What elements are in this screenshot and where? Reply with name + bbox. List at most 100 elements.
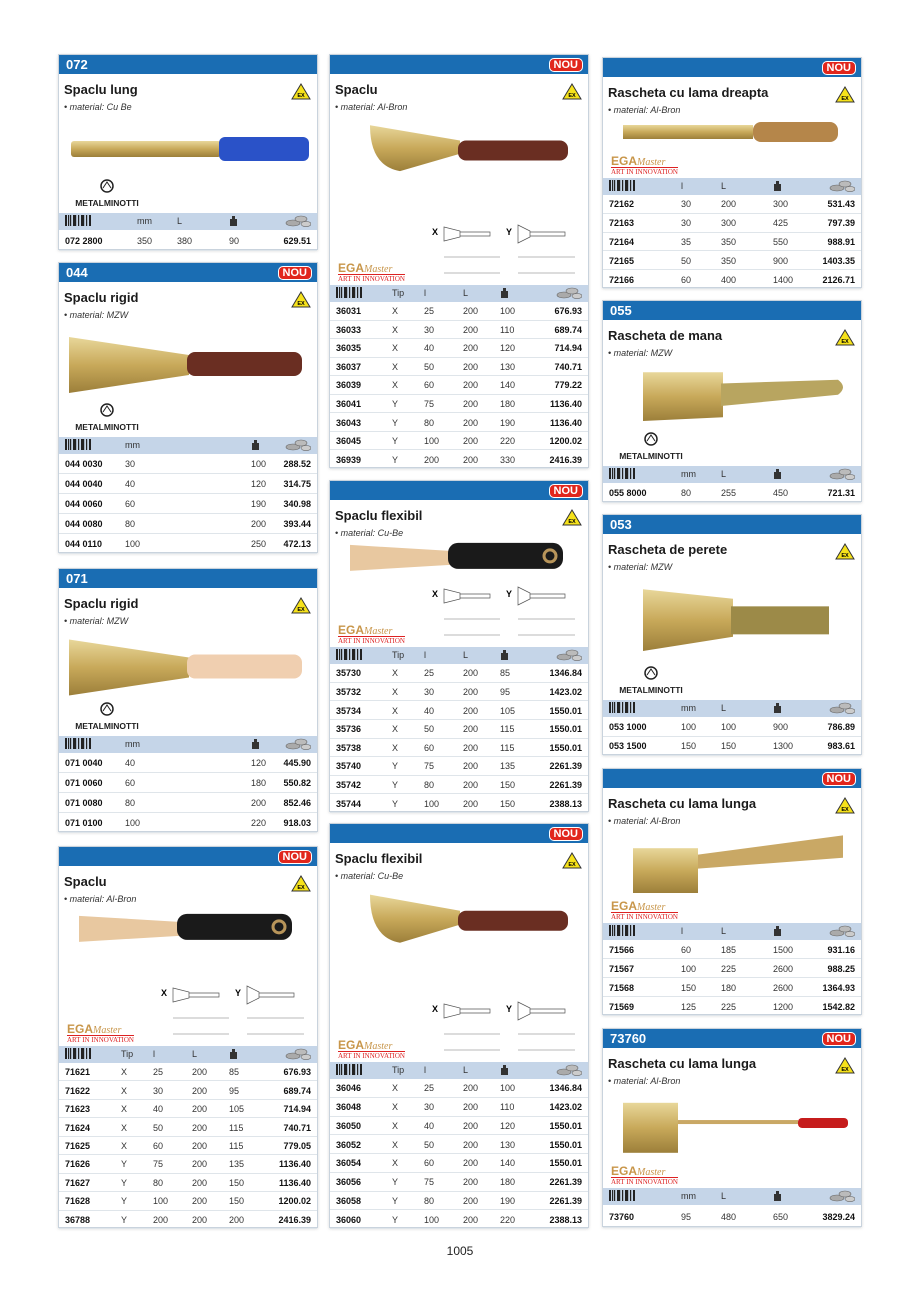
cell-l: 75 [424, 1177, 435, 1188]
table-row: 72166 60 400 1400 2126.71 [603, 270, 861, 289]
cell-l: 100 [424, 798, 440, 809]
cell-mm: 100 [125, 539, 141, 549]
table-row: 36041 Y 75 200 180 1136.40 [330, 395, 588, 414]
ex-warning-icon: EX [291, 597, 311, 614]
cell-l: 50 [681, 255, 692, 266]
new-badge: NOU [821, 772, 856, 786]
cell-L: 200 [463, 306, 479, 317]
article-code: 71622 [65, 1085, 91, 1096]
cell-l: 60 [153, 1140, 164, 1151]
article-code: 36046 [336, 1083, 362, 1094]
article-code: 044 0060 [65, 499, 103, 509]
table-row: 055 8000 80 255 450 721.31 [603, 483, 861, 503]
ega-master-logo: EGAMaster ART IN INNOVATION [338, 1038, 405, 1060]
article-code: 71624 [65, 1122, 91, 1133]
cell-weight: 220 [500, 1214, 516, 1225]
cell-mm: 40 [125, 479, 136, 489]
cell-Tip: X [392, 705, 399, 716]
product-title: Rascheta cu lama lunga [608, 796, 757, 811]
metalminotti-logo: METALMINOTTI [67, 702, 147, 731]
table-row: 053 1500 150 150 1300 983.61 [603, 737, 861, 756]
cell-mm: 80 [125, 798, 136, 808]
cell-l: 40 [424, 343, 435, 354]
price: 740.71 [283, 1122, 311, 1133]
article-code: 71621 [65, 1067, 91, 1078]
cell-l: 50 [424, 1139, 435, 1150]
product-material: • material: Cu-Be [335, 528, 404, 538]
cell-l: 80 [424, 1195, 435, 1206]
product-title: Spaclu [335, 82, 378, 97]
cell-weight: 330 [500, 454, 516, 465]
cell-mm: 60 [125, 778, 136, 788]
cell-weight: 200 [251, 798, 267, 808]
product-image [623, 1102, 848, 1153]
article-code: 72166 [609, 274, 635, 285]
cell-l: 75 [153, 1159, 164, 1170]
coins-icon [285, 439, 312, 451]
cell-Tip: X [392, 1158, 399, 1169]
cell-L: 200 [192, 1140, 208, 1151]
price: 1550.01 [549, 724, 582, 735]
cell-Tip: X [392, 1102, 399, 1113]
cell-Tip: X [121, 1104, 128, 1115]
table-row: 35732 X 30 200 95 1423.02 [330, 683, 588, 702]
cell-weight: 220 [251, 818, 267, 828]
price: 3829.24 [822, 1211, 855, 1222]
product-card: NOU Rascheta cu lama lunga • material: A… [602, 768, 862, 1016]
product-title: Spaclu flexibil [335, 508, 423, 523]
table-row: 35734 X 40 200 105 1550.01 [330, 701, 588, 720]
barcode-icon [609, 702, 635, 713]
cell-L: 200 [463, 417, 479, 428]
table-row: 71625 X 60 200 115 779.05 [59, 1137, 317, 1156]
table-header: mm L [59, 213, 317, 230]
article-code: 36048 [336, 1102, 362, 1113]
cell-weight: 900 [773, 255, 789, 266]
card-header: 071 [59, 569, 317, 588]
product-material: • material: Cu Be [64, 102, 132, 112]
table-row: 36046 X 25 200 100 1346.84 [330, 1079, 588, 1098]
cell-weight: 115 [500, 724, 515, 735]
article-code: 072 2800 [65, 235, 103, 246]
column-header: L [721, 703, 727, 713]
price: 550.82 [283, 778, 311, 788]
cell-weight: 190 [500, 417, 516, 428]
table-row: 71569 125 225 1200 1542.82 [603, 997, 861, 1016]
table-row: 73760 95 480 650 3829.24 [603, 1205, 861, 1228]
article-code: 71623 [65, 1104, 91, 1115]
column-header: mm [125, 739, 140, 749]
cell-weight: 105 [500, 705, 516, 716]
barcode-icon [336, 287, 362, 298]
article-code: 71567 [609, 963, 635, 974]
cell-L: 180 [721, 982, 737, 993]
cell-weight: 1500 [773, 944, 794, 955]
table-row: 053 1000 100 100 900 786.89 [603, 717, 861, 737]
cell-l: 50 [424, 724, 435, 735]
price: 2388.13 [549, 798, 582, 809]
cell-L: 200 [463, 1158, 479, 1169]
cell-L: 200 [192, 1067, 208, 1078]
product-title: Spaclu rigid [64, 290, 139, 305]
product-material: • material: Cu-Be [335, 871, 404, 881]
cell-L: 150 [721, 741, 737, 752]
table-header: mm L [603, 700, 861, 717]
cell-mm: 80 [681, 488, 692, 498]
table-row: 71566 60 185 1500 931.16 [603, 940, 861, 959]
column-header: L [721, 926, 727, 936]
product-image [643, 372, 843, 421]
cell-L: 200 [721, 199, 737, 210]
cell-l: 100 [681, 963, 697, 974]
svg-text:Y: Y [506, 227, 512, 237]
column-header: mm [681, 469, 696, 479]
cell-L: 200 [463, 1139, 479, 1150]
ega-master-logo: EGAMaster ART IN INNOVATION [338, 261, 405, 283]
cell-weight: 250 [251, 539, 267, 549]
article-code: 72163 [609, 218, 635, 229]
price: 988.91 [827, 236, 855, 247]
cell-weight: 1300 [773, 741, 794, 752]
svg-text:EX: EX [841, 339, 849, 345]
column-header: mm [137, 216, 152, 226]
column-header: l [424, 650, 426, 660]
table-row: 36939 Y 200 200 330 2416.39 [330, 450, 588, 469]
product-title: Rascheta de mana [608, 328, 723, 343]
